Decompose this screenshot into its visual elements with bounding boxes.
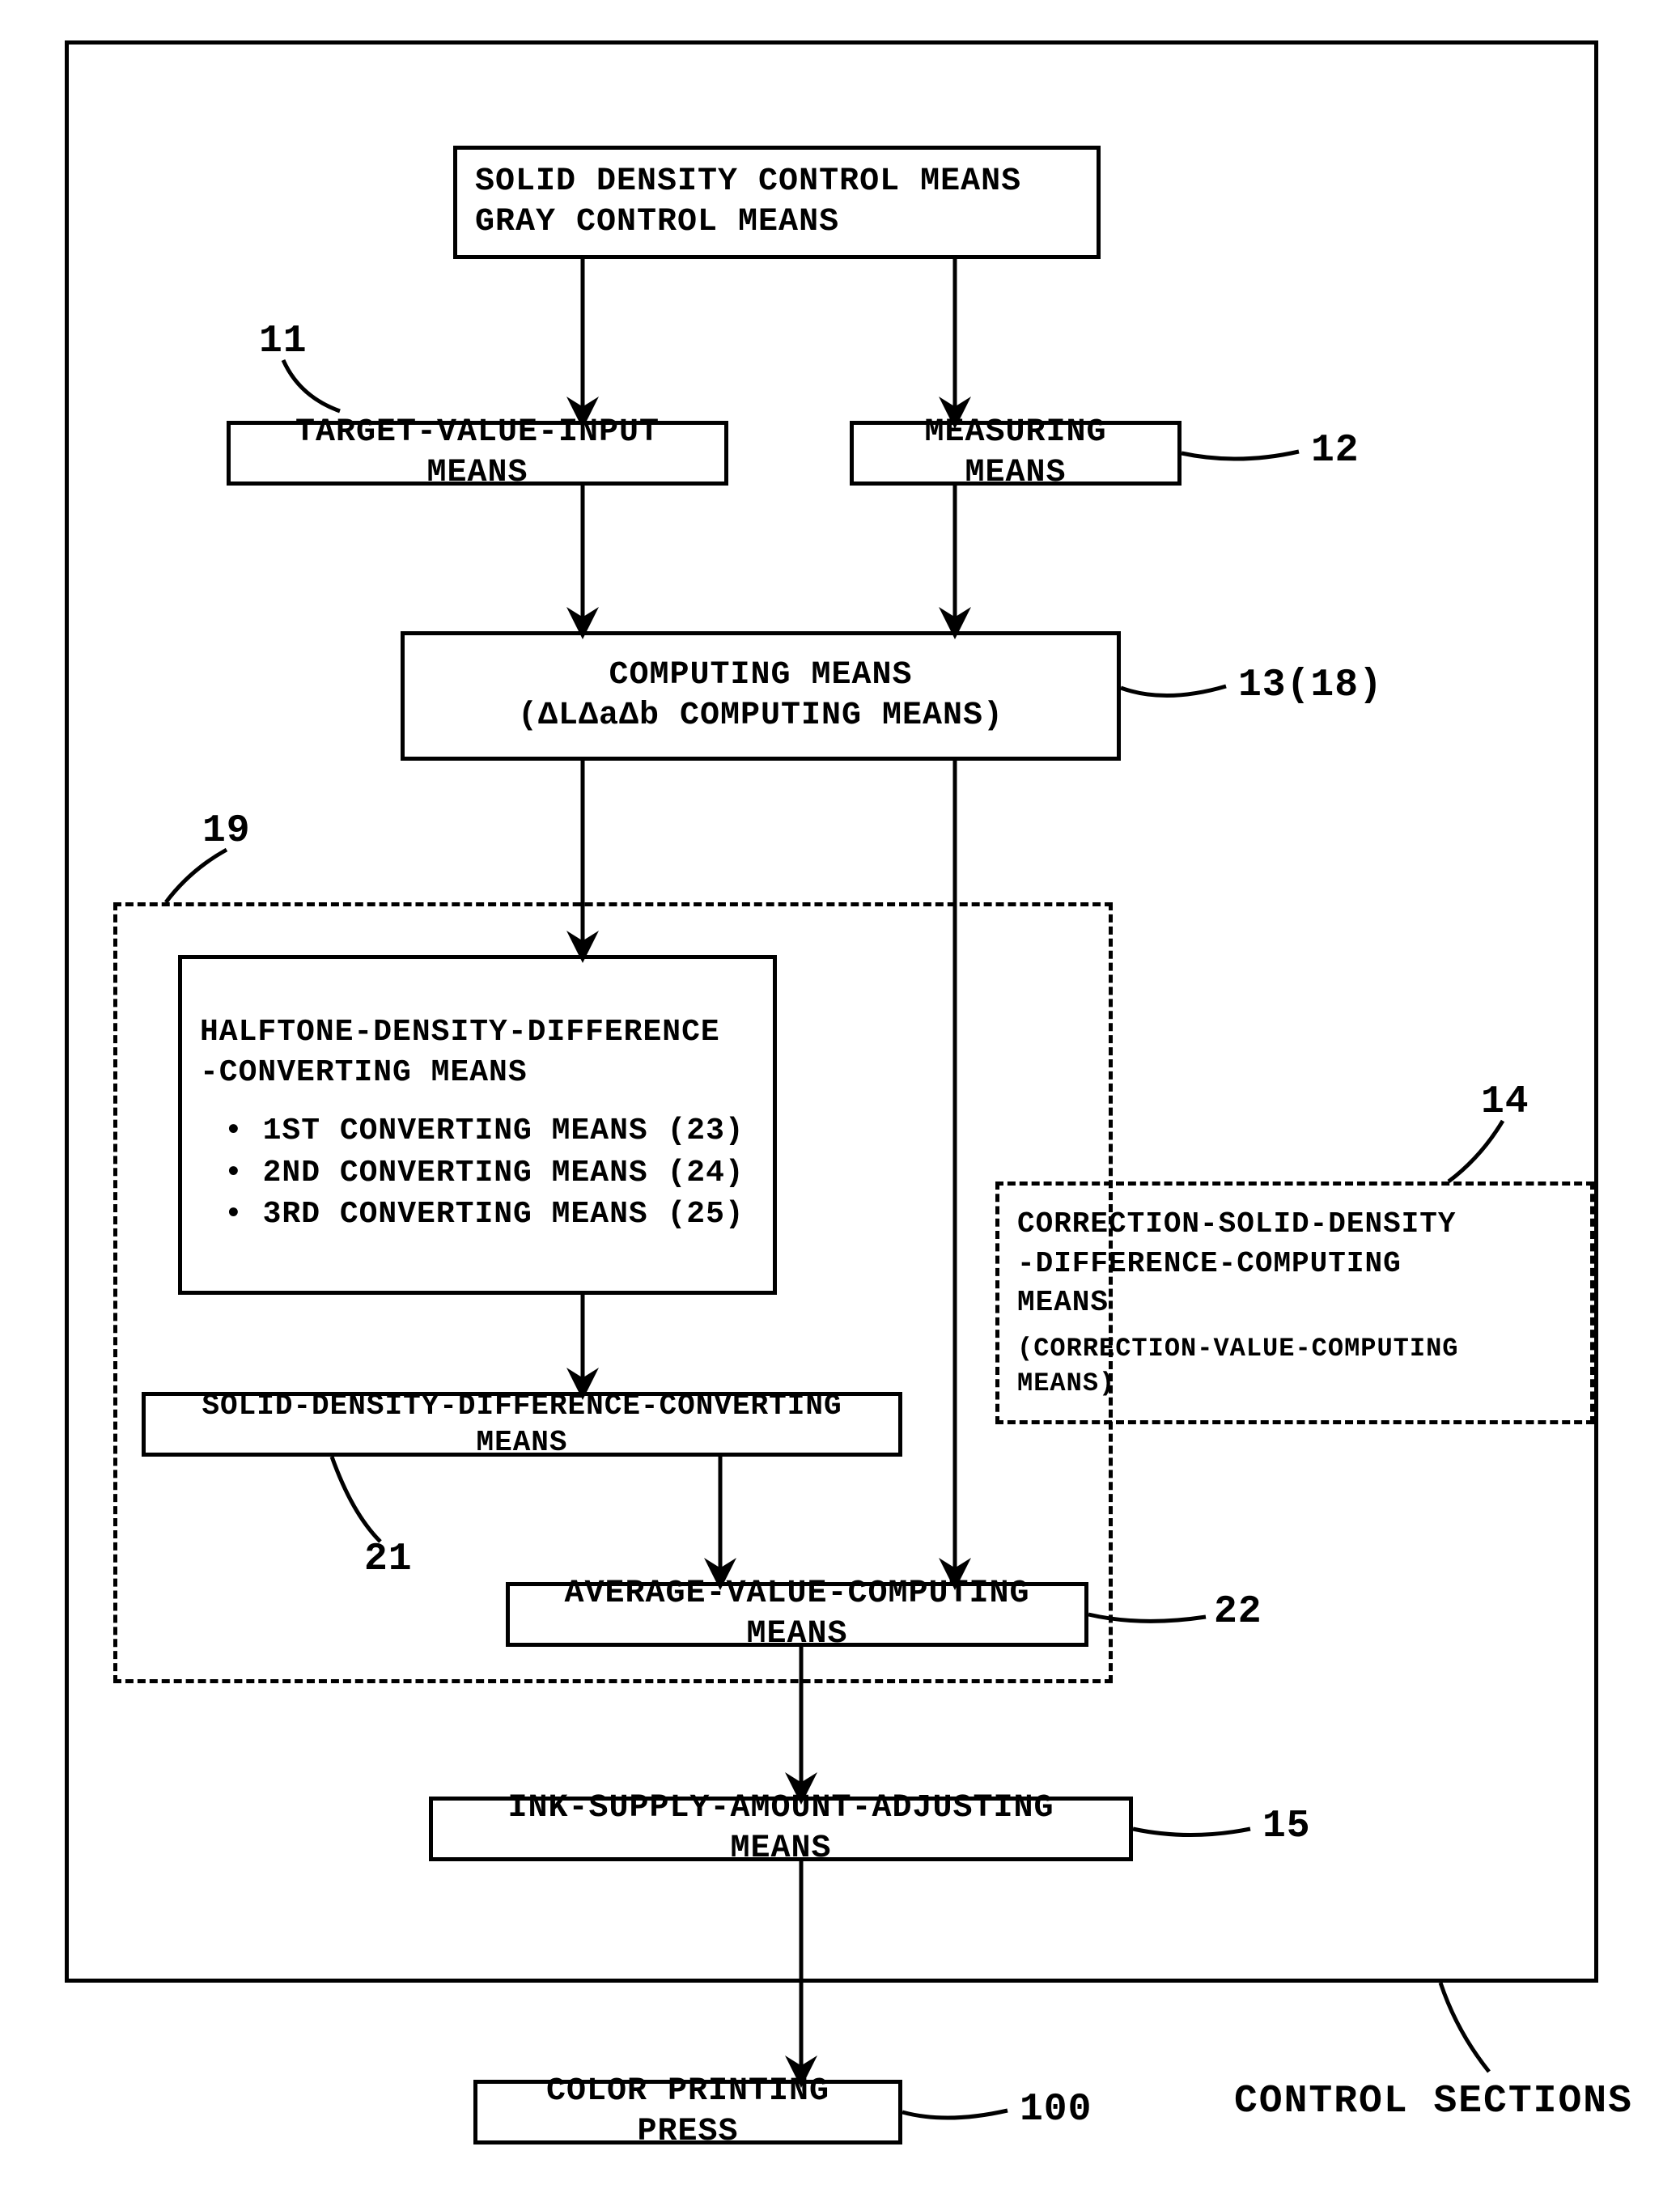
halftone-converting-box: HALFTONE-DENSITY-DIFFERENCE -CONVERTING … <box>178 955 777 1295</box>
color-printing-press-box: COLOR PRINTING PRESS <box>473 2080 902 2144</box>
text-line: CORRECTION-SOLID-DENSITY <box>1017 1205 1572 1245</box>
text-line: MEANS <box>1017 1283 1572 1323</box>
list-item: 1ST CONVERTING MEANS (23) <box>224 1112 745 1151</box>
text-line: HALFTONE-DENSITY-DIFFERENCE -CONVERTING … <box>200 1015 720 1089</box>
diagram-canvas: SOLID DENSITY CONTROL MEANS GRAY CONTROL… <box>0 0 1680 2206</box>
ref-14-label: 14 <box>1481 1080 1529 1124</box>
text-line: MEASURING MEANS <box>872 413 1160 494</box>
ref-13-label: 13(18) <box>1238 664 1383 707</box>
ref-21-label: 21 <box>364 1538 413 1581</box>
halftone-title: HALFTONE-DENSITY-DIFFERENCE -CONVERTING … <box>200 1012 755 1092</box>
computing-means-box: COMPUTING MEANS (ΔLΔaΔb COMPUTING MEANS) <box>401 631 1121 761</box>
halftone-items: 1ST CONVERTING MEANS (23) 2ND CONVERTING… <box>200 1109 745 1237</box>
text-line: TARGET-VALUE-INPUT MEANS <box>248 413 706 494</box>
text-line: (ΔLΔaΔb COMPUTING MEANS) <box>518 696 1003 736</box>
text-line: COLOR PRINTING PRESS <box>495 2072 880 2153</box>
text-line: SOLID DENSITY CONTROL MEANS <box>475 162 1021 202</box>
text-line: COMPUTING MEANS <box>609 655 912 696</box>
target-value-input-box: TARGET-VALUE-INPUT MEANS <box>227 421 728 486</box>
ref-22-label: 22 <box>1214 1590 1262 1634</box>
text-line: AVERAGE-VALUE-COMPUTING MEANS <box>528 1574 1067 1655</box>
text-line: SOLID-DENSITY-DIFFERENCE-CONVERTING MEAN… <box>163 1388 880 1461</box>
ref-12-label: 12 <box>1311 429 1360 473</box>
ref-15-label: 15 <box>1262 1805 1311 1848</box>
ink-supply-adjusting-box: INK-SUPPLY-AMOUNT-ADJUSTING MEANS <box>429 1797 1133 1861</box>
text-line: INK-SUPPLY-AMOUNT-ADJUSTING MEANS <box>451 1788 1111 1869</box>
ref-11-label: 11 <box>259 320 308 363</box>
text-line: -DIFFERENCE-COMPUTING <box>1017 1245 1572 1284</box>
list-item: 3RD CONVERTING MEANS (25) <box>224 1195 745 1234</box>
solid-density-gray-control-box: SOLID DENSITY CONTROL MEANS GRAY CONTROL… <box>453 146 1101 259</box>
average-value-computing-box: AVERAGE-VALUE-COMPUTING MEANS <box>506 1582 1088 1647</box>
solid-density-diff-converting-box: SOLID-DENSITY-DIFFERENCE-CONVERTING MEAN… <box>142 1392 902 1457</box>
ref-19-label: 19 <box>202 809 251 853</box>
control-sections-label: CONTROL SECTIONS <box>1234 2080 1633 2123</box>
list-item: 2ND CONVERTING MEANS (24) <box>224 1154 745 1193</box>
ref-100-label: 100 <box>1020 2088 1092 2132</box>
text-line: GRAY CONTROL MEANS <box>475 202 839 243</box>
correction-computing-box: CORRECTION-SOLID-DENSITY -DIFFERENCE-COM… <box>995 1181 1594 1424</box>
text-line: (CORRECTION-VALUE-COMPUTING MEANS) <box>1017 1331 1572 1401</box>
measuring-means-box: MEASURING MEANS <box>850 421 1182 486</box>
